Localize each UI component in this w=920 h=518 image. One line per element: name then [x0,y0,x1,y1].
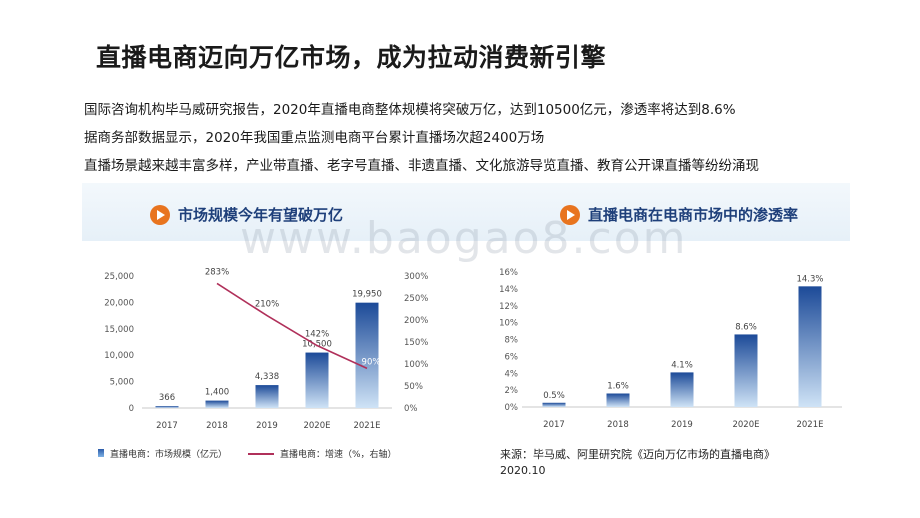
y2-tick-label: 200% [404,316,428,326]
bar [670,372,694,407]
chart2-title: 直播电商在电商市场中的渗透率 [560,204,798,225]
y2-tick-label: 300% [404,272,428,282]
x-tick-label: 2018 [607,420,629,430]
bar [255,385,279,408]
bar-value-label: 10,500 [302,340,332,350]
bar [355,302,379,408]
bar-value-label: 4,338 [255,372,279,382]
y-tick-label: 8% [505,336,519,346]
growth-line [216,282,368,370]
x-tick-label: 2021E [796,420,823,430]
source-date: 2020.10 [500,464,546,477]
y-tick-label: 10,000 [104,351,134,361]
x-tick-label: 2019 [671,420,693,430]
y-tick-label: 4% [505,369,519,379]
bar [542,402,566,407]
y-tick-label: 20,000 [104,298,134,308]
market-size-chart: 0 5,000 10,000 15,000 20,000 25,000 0% 50% 100% 1… [104,267,428,431]
y2-tick-label: 250% [404,294,428,304]
y-tick-label: 10% [499,319,518,329]
bar [734,334,758,407]
y-tick-label: 6% [505,352,519,362]
bar [305,352,329,408]
growth-value-label: 210% [255,300,279,310]
bullet-item: 直播场景越来越丰富多样，产业带直播、老字号直播、非遗直播、文化旅游导览直播、教育… [84,158,759,174]
y2-tick-label: 150% [404,338,428,348]
legend-bar: 直播电商：市场规模（亿元） [98,447,227,460]
y2-tick-label: 0% [404,404,418,414]
x-tick-label: 2019 [256,421,278,431]
y-tick-label: 2% [505,386,519,396]
bar [155,406,179,408]
bar [798,286,822,407]
bar-value-label: 8.6% [735,322,757,332]
bar-value-label: 366 [159,393,175,403]
chart2-title-text: 直播电商在电商市场中的渗透率 [588,206,799,224]
y-tick-label: 0 [129,404,134,414]
y-tick-label: 16% [499,268,518,278]
bar [606,393,630,407]
y-tick-label: 0% [505,403,519,413]
penetration-chart: 0% 2% 4% 6% 8% 10% 12% 14% 16% 0.5% 2017 1.6% 2018 4.… [499,268,842,430]
legend-bar-label: 直播电商：市场规模（亿元） [110,450,228,460]
x-tick-label: 2017 [543,420,565,430]
y2-tick-label: 50% [404,382,423,392]
bar-value-label: 14.3% [796,274,823,284]
legend-line-swatch [248,453,274,455]
y-tick-label: 25,000 [104,272,134,282]
play-icon [560,204,580,225]
chart-header-band [82,183,850,241]
legend-line: 直播电商：增速（%，右轴） [248,447,398,460]
slide-title: 直播电商迈向万亿市场，成为拉动消费新引擎 [96,43,607,72]
chart1-title: 市场规模今年有望破万亿 [150,204,343,225]
bar-value-label: 1,400 [205,388,229,398]
source-line: 来源：毕马威、阿里研究院《迈向万亿市场的直播电商》 [500,448,775,461]
x-tick-label: 2020E [303,421,330,431]
growth-value-label: 90% [362,357,381,367]
watermark: www.baogao8.com [240,213,688,264]
y-tick-label: 12% [499,302,518,312]
legend-bar-swatch [98,449,104,457]
bullet-item: 据商务部数据显示，2020年我国重点监测电商平台累计直播场次超2400万场 [84,130,545,146]
bar-value-label: 1.6% [607,382,629,392]
x-tick-label: 2018 [206,421,228,431]
bullet-item: 国际咨询机构毕马威研究报告，2020年直播电商整体规模将突破万亿，达到10500… [84,102,736,118]
y-tick-label: 5,000 [110,378,134,388]
bullet-list: 国际咨询机构毕马威研究报告，2020年直播电商整体规模将突破万亿，达到10500… [84,96,759,180]
legend-line-label: 直播电商：增速（%，右轴） [280,450,397,460]
chart1-title-text: 市场规模今年有望破万亿 [178,206,344,224]
x-tick-label: 2021E [353,421,380,431]
bar-value-label: 0.5% [543,391,565,401]
growth-value-label: 142% [305,330,329,340]
y-tick-label: 14% [499,285,518,295]
bar-value-label: 19,950 [352,290,382,300]
growth-value-label: 283% [205,267,229,277]
bar [205,400,229,408]
x-tick-label: 2017 [156,421,178,431]
play-icon [150,204,170,225]
x-tick-label: 2020E [732,420,759,430]
y2-tick-label: 100% [404,360,428,370]
bar-value-label: 4.1% [671,360,693,370]
source-note: 来源：毕马威、阿里研究院《迈向万亿市场的直播电商》 2020.10 [500,447,775,479]
y-tick-label: 15,000 [104,325,134,335]
